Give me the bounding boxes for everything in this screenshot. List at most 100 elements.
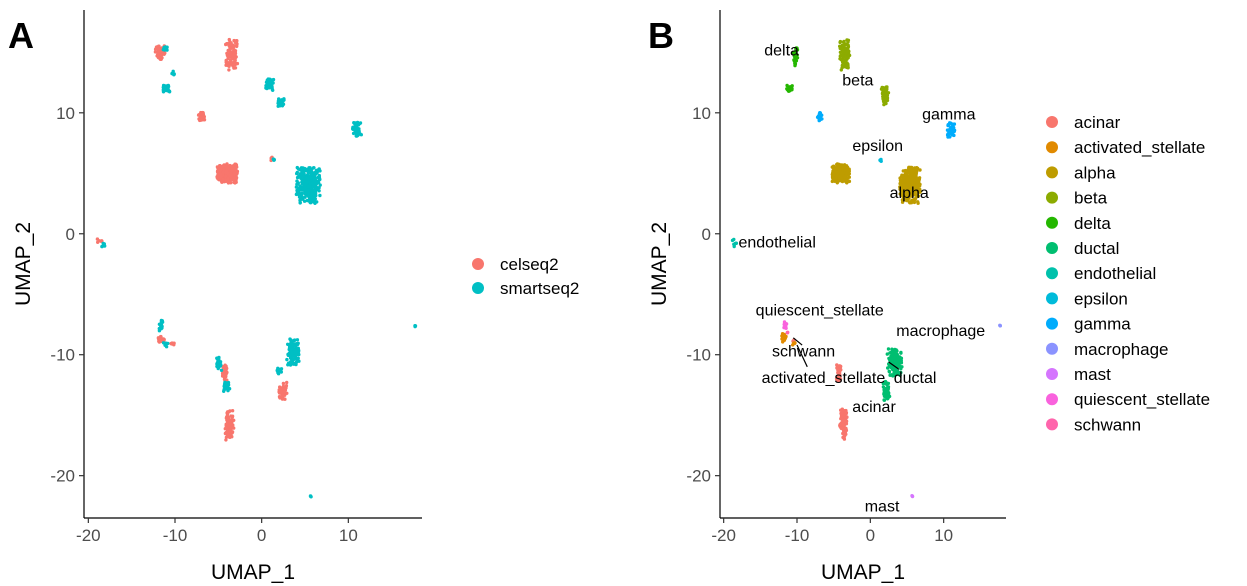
data-point [952,129,956,134]
data-point [172,341,176,345]
data-point [171,69,175,74]
cluster-celseq2 [277,380,289,401]
data-point [311,174,315,178]
series-delta-points [785,46,800,93]
legend-swatch [1046,393,1058,406]
data-point [883,86,887,91]
data-point [845,38,849,42]
data-point [293,338,297,342]
data-point [881,94,885,99]
data-point [845,181,849,185]
cluster-smartseq2 [222,380,232,393]
cluster-smartseq2 [276,97,286,108]
data-point [156,47,160,51]
data-point [294,185,299,189]
data-point [225,178,230,182]
data-point [225,51,229,56]
data-point [846,64,850,68]
data-point [841,44,845,48]
data-point [221,164,225,168]
data-point [897,359,901,363]
data-point [232,171,236,175]
data-point [310,199,315,204]
data-point [285,380,289,385]
data-point [219,172,223,176]
data-point [161,338,166,342]
data-point [280,104,285,108]
data-point [286,342,290,346]
data-point [201,111,205,115]
cluster-beta [879,85,891,107]
data-point [358,121,363,125]
legend-swatch [1046,242,1058,254]
data-point [300,191,305,195]
cluster-celseq2 [224,37,240,72]
data-point [844,164,849,168]
legend-label: ductal [1074,239,1119,258]
x-tick-label: -20 [76,526,101,545]
legend-label: alpha [1074,163,1116,182]
data-point [289,354,293,359]
legend-swatch [1046,216,1058,229]
series-schwann-points [785,330,790,335]
data-point [913,188,918,193]
data-point [157,44,161,48]
data-point [842,65,846,69]
data-point [893,348,897,352]
data-point [281,381,286,386]
data-point [898,185,902,189]
legend-swatch [1046,368,1058,380]
data-point [224,438,228,442]
data-point [887,394,892,399]
data-point [839,426,844,431]
data-point [911,179,915,184]
data-point [838,50,843,54]
data-point [153,47,158,51]
data-point [229,59,233,63]
cluster-label-gamma: gamma [922,106,975,123]
series-macrophage-points [998,323,1002,328]
data-point [844,419,849,423]
data-point [351,131,356,136]
data-point [842,433,847,437]
cluster-celseq2 [95,237,104,244]
data-point [234,163,239,167]
data-point [276,366,280,370]
data-point [280,98,284,102]
legend-item-gamma: gamma [1046,315,1131,334]
legend-item-acinar: acinar [1046,113,1121,132]
data-point [225,41,230,46]
data-point [732,242,736,247]
y-tick-label: -20 [686,467,711,486]
x-tick-label: 0 [257,526,266,545]
data-point [285,357,289,362]
data-point [898,181,902,186]
data-point [306,184,310,189]
data-point [233,180,237,184]
data-point [314,169,319,173]
data-point [908,184,913,188]
data-point [163,48,167,52]
x-tick-label: -10 [163,526,188,545]
data-point [279,370,283,374]
data-point [901,169,905,173]
data-point [841,54,845,58]
data-point [277,100,281,105]
legend-item-endothelial: endothelial [1046,264,1156,283]
data-point [839,364,843,369]
data-point [845,415,849,419]
y-axis-title: UMAP_2 [648,222,671,306]
data-point [302,187,306,191]
data-point [95,237,100,241]
data-point [895,352,899,356]
data-point [264,86,268,90]
data-point [222,384,227,389]
data-point [279,100,283,105]
data-point [884,92,888,96]
data-point [229,418,233,422]
panel-a-axes: -20 -10 0 10 -20 -10 0 10 UMAP_1 UMAP_2 [12,10,422,584]
cluster-delta [785,83,794,93]
data-point [906,197,910,201]
cluster-acinar [834,363,843,383]
legend-item-macrophage: macrophage [1046,340,1169,359]
